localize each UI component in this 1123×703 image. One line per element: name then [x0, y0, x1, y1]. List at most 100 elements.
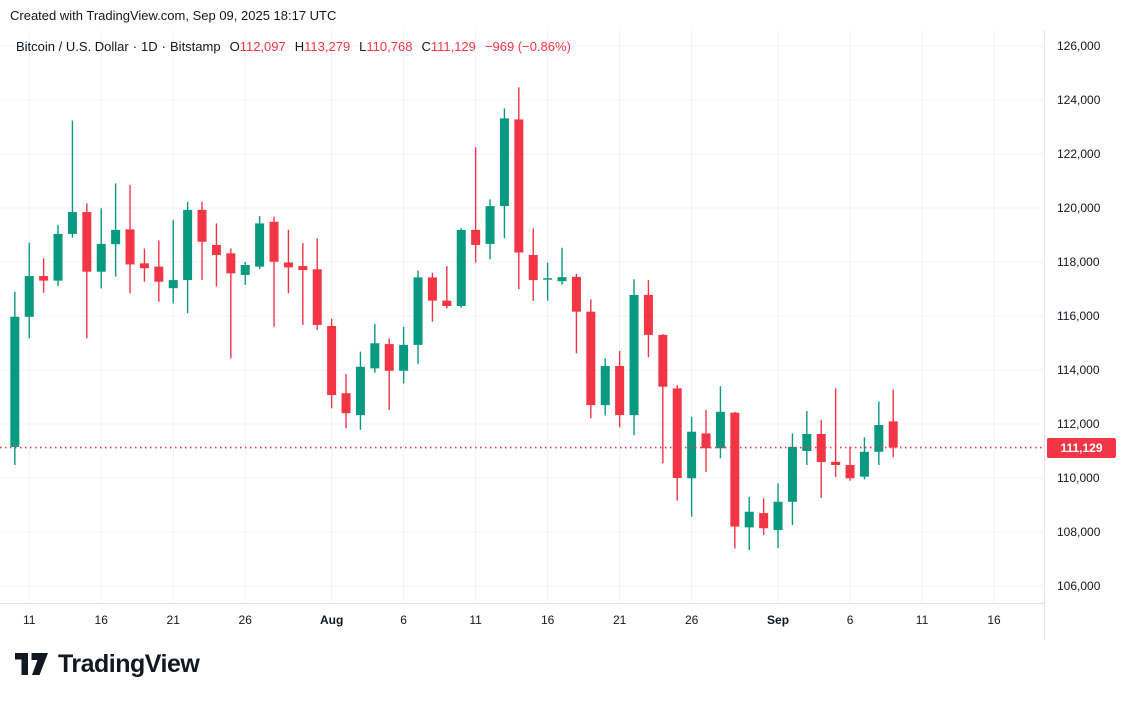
candle-body: [240, 264, 250, 275]
price-axis-label: 124,000: [1057, 93, 1101, 107]
candle-aug-26: [687, 416, 697, 517]
chart-legend: Bitcoin / U.S. Dollar · 1D · Bitstamp O112,09…: [16, 39, 571, 54]
candle-body: [226, 253, 236, 274]
legend-high: H113,279: [294, 39, 351, 54]
candle-aug-15: [528, 228, 538, 301]
candle-sep-6: [845, 446, 855, 481]
candle-body: [67, 212, 77, 234]
candle-jul-28: [269, 216, 279, 327]
tradingview-logo-icon: [15, 653, 48, 675]
price-axis: 111,129 126,000 124,000 122,000 120,000 118,…: [1044, 30, 1123, 640]
tradingview-logo-link[interactable]: TradingView: [15, 650, 200, 678]
candle-aug-22: [629, 279, 639, 436]
candle-aug-29: [730, 411, 740, 549]
candle-aug-19: [586, 299, 596, 419]
time-axis: 11 16 21 26 Aug 6 11 16 21 26 Sep 6 11 16: [0, 603, 1044, 641]
candle-jul-26: [240, 261, 250, 285]
time-axis-label: 11: [22, 613, 36, 627]
candle-body: [586, 311, 596, 406]
candle-body: [802, 433, 812, 451]
candle-body: [10, 316, 20, 447]
candle-body: [715, 411, 725, 449]
candle-jul-16: [96, 208, 106, 289]
candlestick-svg: [0, 30, 1044, 603]
candle-body: [543, 278, 553, 280]
candle-jul-27: [255, 216, 265, 269]
candle-aug-28: [715, 386, 725, 459]
candle-body: [831, 461, 841, 466]
candle-jul-20: [154, 240, 164, 302]
last-price-badge: 111,129: [1047, 437, 1116, 458]
candle-sep-3: [802, 411, 812, 466]
tradingview-wordmark: TradingView: [58, 650, 200, 678]
candle-body: [456, 229, 466, 307]
candle-aug-17: [557, 247, 567, 285]
candle-aug-13: [499, 108, 509, 239]
candle-body: [571, 276, 581, 312]
candle-sep-8: [874, 401, 884, 466]
candle-sep-1: [773, 483, 783, 549]
candle-aug-18: [571, 273, 581, 354]
legend-exchange: Bitstamp: [170, 39, 221, 54]
candle-aug-7: [413, 270, 423, 365]
candle-sep-9: [888, 389, 898, 458]
candle-aug-4: [370, 324, 380, 373]
candle-aug-24: [658, 334, 668, 464]
candle-body: [355, 366, 365, 416]
candle-aug-20: [600, 358, 610, 416]
candle-aug-6: [399, 326, 409, 384]
candle-body: [485, 206, 495, 244]
price-axis-label: 108,000: [1057, 524, 1101, 539]
candle-body: [255, 223, 265, 267]
time-axis-label: 16: [987, 613, 1001, 627]
legend-low: L110,768: [359, 39, 413, 54]
price-axis-label: 106,000: [1057, 578, 1101, 593]
candle-aug-16: [543, 262, 553, 301]
time-axis-label: 26: [238, 613, 252, 627]
candle-body: [24, 276, 34, 317]
candle-body: [139, 263, 149, 269]
candle-body: [154, 266, 164, 282]
legend-separator: ·: [161, 39, 167, 54]
candle-body: [845, 465, 855, 479]
time-axis-label: 11: [915, 613, 929, 627]
candle-aug-21: [615, 350, 625, 428]
candle-jul-23: [197, 201, 207, 281]
candle-body: [888, 421, 898, 448]
candle-jul-30: [298, 243, 308, 325]
time-axis-label: 6: [846, 613, 854, 627]
candle-aug-25: [672, 385, 682, 501]
candle-body: [427, 277, 437, 301]
candle-sep-5: [831, 388, 841, 477]
candle-jul-10: [10, 291, 20, 466]
attribution-text: Created with TradingView.com, Sep 09, 20…: [10, 8, 337, 23]
candle-aug-12: [485, 199, 495, 260]
candle-jul-22: [183, 201, 193, 314]
candle-body: [341, 393, 351, 414]
time-axis-label: 21: [612, 613, 627, 627]
candle-body: [298, 266, 308, 271]
candle-sep-2: [787, 433, 797, 525]
candle-body: [672, 388, 682, 478]
candle-body: [859, 451, 869, 477]
candle-jul-11: [24, 242, 34, 339]
candle-jul-25: [226, 248, 236, 359]
candle-body: [211, 244, 221, 255]
candle-body: [730, 412, 740, 527]
candle-jul-12: [39, 258, 49, 293]
price-axis-label: 120,000: [1057, 201, 1101, 215]
candle-body: [615, 365, 625, 416]
price-axis-label: 114,000: [1057, 362, 1100, 377]
candle-body: [327, 325, 337, 396]
candle-body: [82, 212, 92, 272]
candle-aug-5: [384, 338, 394, 410]
candle-aug-30: [744, 496, 754, 551]
price-axis-label: 118,000: [1057, 255, 1100, 269]
price-axis-label: 116,000: [1057, 309, 1100, 323]
time-axis-label: Sep: [767, 613, 790, 627]
time-axis-label: 26: [684, 613, 699, 627]
candle-body: [744, 511, 754, 528]
candle-aug-10: [456, 228, 466, 308]
candle-jul-15: [82, 203, 92, 339]
